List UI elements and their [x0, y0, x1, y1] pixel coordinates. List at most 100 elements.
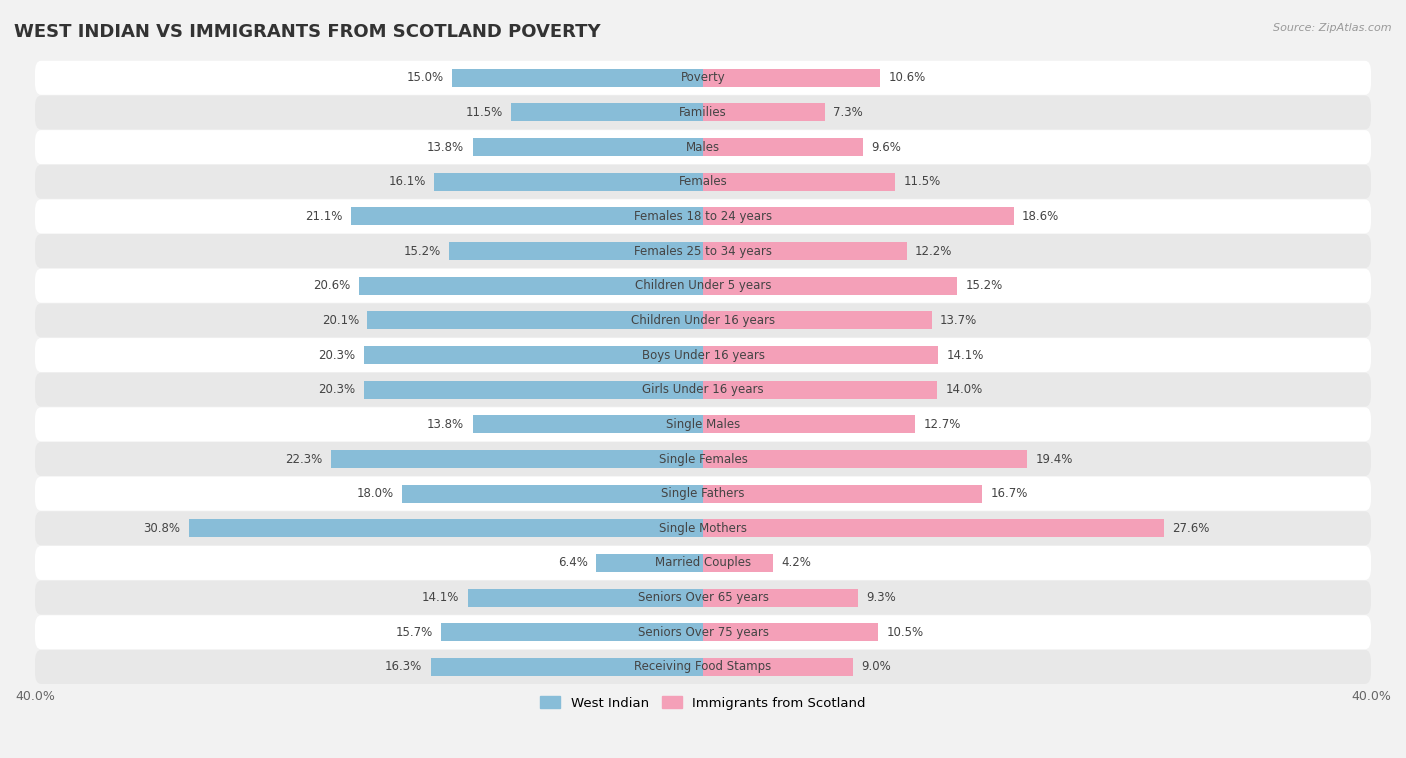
Text: 21.1%: 21.1%	[305, 210, 342, 223]
Text: Single Females: Single Females	[658, 453, 748, 465]
Text: 12.2%: 12.2%	[915, 245, 952, 258]
Text: 9.0%: 9.0%	[862, 660, 891, 673]
Bar	[449, 242, 703, 260]
Text: 20.6%: 20.6%	[314, 279, 350, 293]
Bar	[359, 277, 703, 295]
Bar	[703, 208, 1014, 225]
Text: 22.3%: 22.3%	[285, 453, 322, 465]
Bar	[703, 242, 907, 260]
Text: Single Males: Single Males	[666, 418, 740, 431]
Text: Source: ZipAtlas.com: Source: ZipAtlas.com	[1274, 23, 1392, 33]
FancyBboxPatch shape	[35, 581, 1371, 615]
Text: 30.8%: 30.8%	[143, 522, 180, 535]
Text: 13.8%: 13.8%	[427, 418, 464, 431]
Bar	[703, 415, 915, 434]
Bar	[703, 519, 1164, 537]
Text: 13.8%: 13.8%	[427, 141, 464, 154]
Text: 14.1%: 14.1%	[946, 349, 984, 362]
Bar	[441, 623, 703, 641]
Bar	[402, 484, 703, 503]
Text: Females: Females	[679, 175, 727, 188]
Text: 10.5%: 10.5%	[887, 626, 924, 639]
Text: Seniors Over 75 years: Seniors Over 75 years	[637, 626, 769, 639]
Text: 11.5%: 11.5%	[465, 106, 502, 119]
Text: 14.0%: 14.0%	[945, 384, 983, 396]
Bar	[703, 589, 858, 606]
FancyBboxPatch shape	[35, 338, 1371, 372]
Text: Married Couples: Married Couples	[655, 556, 751, 569]
Bar	[703, 103, 825, 121]
Bar	[703, 173, 896, 191]
FancyBboxPatch shape	[35, 164, 1371, 199]
Text: 20.3%: 20.3%	[319, 384, 356, 396]
Text: Girls Under 16 years: Girls Under 16 years	[643, 384, 763, 396]
Text: 16.1%: 16.1%	[388, 175, 426, 188]
FancyBboxPatch shape	[35, 303, 1371, 337]
Text: WEST INDIAN VS IMMIGRANTS FROM SCOTLAND POVERTY: WEST INDIAN VS IMMIGRANTS FROM SCOTLAND …	[14, 23, 600, 41]
FancyBboxPatch shape	[35, 234, 1371, 268]
Bar	[703, 623, 879, 641]
Text: Females 25 to 34 years: Females 25 to 34 years	[634, 245, 772, 258]
Text: Males: Males	[686, 141, 720, 154]
Text: 9.3%: 9.3%	[866, 591, 897, 604]
Bar	[468, 589, 703, 606]
Text: 18.6%: 18.6%	[1022, 210, 1059, 223]
Text: 10.6%: 10.6%	[889, 71, 925, 84]
Text: 15.2%: 15.2%	[404, 245, 441, 258]
Text: Receiving Food Stamps: Receiving Food Stamps	[634, 660, 772, 673]
Text: 13.7%: 13.7%	[941, 314, 977, 327]
Bar	[703, 277, 957, 295]
FancyBboxPatch shape	[35, 512, 1371, 545]
Text: Children Under 5 years: Children Under 5 years	[634, 279, 772, 293]
Bar	[703, 658, 853, 676]
Text: 15.7%: 15.7%	[395, 626, 433, 639]
Bar	[703, 346, 938, 364]
Bar	[453, 69, 703, 87]
Bar	[703, 450, 1026, 468]
Text: 14.1%: 14.1%	[422, 591, 460, 604]
Text: 12.7%: 12.7%	[924, 418, 960, 431]
Text: Single Mothers: Single Mothers	[659, 522, 747, 535]
FancyBboxPatch shape	[35, 269, 1371, 302]
FancyBboxPatch shape	[35, 546, 1371, 580]
Text: 18.0%: 18.0%	[357, 487, 394, 500]
Bar	[703, 69, 880, 87]
Text: 27.6%: 27.6%	[1173, 522, 1209, 535]
Bar	[472, 138, 703, 156]
Bar	[364, 381, 703, 399]
Text: 19.4%: 19.4%	[1035, 453, 1073, 465]
Text: Single Fathers: Single Fathers	[661, 487, 745, 500]
Text: 20.3%: 20.3%	[319, 349, 356, 362]
FancyBboxPatch shape	[35, 96, 1371, 130]
FancyBboxPatch shape	[35, 615, 1371, 650]
FancyBboxPatch shape	[35, 61, 1371, 95]
Text: 20.1%: 20.1%	[322, 314, 359, 327]
Text: Poverty: Poverty	[681, 71, 725, 84]
Text: Children Under 16 years: Children Under 16 years	[631, 314, 775, 327]
Text: Females 18 to 24 years: Females 18 to 24 years	[634, 210, 772, 223]
Text: 16.7%: 16.7%	[990, 487, 1028, 500]
Legend: West Indian, Immigrants from Scotland: West Indian, Immigrants from Scotland	[534, 691, 872, 715]
Bar	[472, 415, 703, 434]
Text: 4.2%: 4.2%	[782, 556, 811, 569]
Bar	[510, 103, 703, 121]
FancyBboxPatch shape	[35, 199, 1371, 233]
Text: 15.0%: 15.0%	[406, 71, 444, 84]
Bar	[330, 450, 703, 468]
Bar	[367, 312, 703, 330]
Bar	[430, 658, 703, 676]
FancyBboxPatch shape	[35, 477, 1371, 511]
Text: 15.2%: 15.2%	[965, 279, 1002, 293]
Text: Families: Families	[679, 106, 727, 119]
Text: 11.5%: 11.5%	[904, 175, 941, 188]
Bar	[596, 554, 703, 572]
FancyBboxPatch shape	[35, 407, 1371, 441]
Bar	[703, 381, 936, 399]
FancyBboxPatch shape	[35, 650, 1371, 684]
Bar	[703, 312, 932, 330]
Text: 16.3%: 16.3%	[385, 660, 422, 673]
FancyBboxPatch shape	[35, 373, 1371, 407]
FancyBboxPatch shape	[35, 442, 1371, 476]
FancyBboxPatch shape	[35, 130, 1371, 164]
Bar	[703, 138, 863, 156]
